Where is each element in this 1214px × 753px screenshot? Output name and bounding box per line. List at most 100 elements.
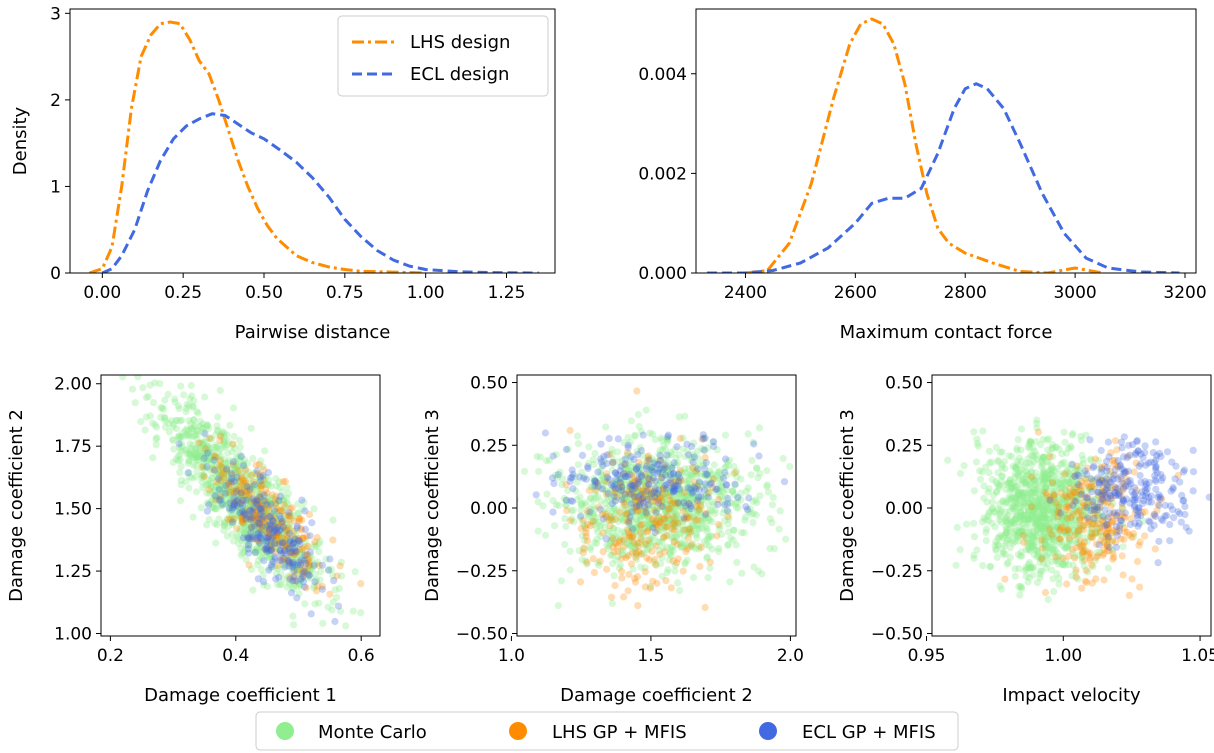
point: [284, 489, 293, 497]
point: [662, 518, 670, 526]
point: [305, 510, 314, 519]
point: [690, 495, 698, 503]
point: [618, 456, 626, 464]
point: [592, 478, 600, 486]
point: [1152, 456, 1160, 464]
point: [291, 577, 299, 585]
point: [602, 535, 610, 543]
point: [279, 534, 287, 542]
point: [659, 533, 668, 541]
point: [727, 534, 735, 542]
point: [211, 505, 219, 513]
point: [744, 430, 752, 438]
point: [616, 508, 624, 516]
point: [311, 542, 319, 551]
point: [664, 505, 672, 513]
point: [254, 524, 262, 532]
point: [175, 405, 183, 413]
point: [255, 500, 263, 509]
point: [672, 480, 680, 488]
point: [1063, 464, 1071, 472]
point: [627, 537, 635, 545]
point: [1079, 459, 1087, 467]
point: [245, 510, 253, 519]
point: [221, 519, 229, 527]
point: [185, 449, 193, 457]
point: [694, 507, 702, 515]
point: [276, 538, 284, 546]
point: [668, 485, 676, 493]
point: [233, 463, 241, 471]
point: [637, 536, 646, 544]
point: [733, 473, 741, 481]
point: [1042, 524, 1050, 532]
point: [219, 443, 227, 451]
point: [231, 468, 239, 476]
point: [270, 533, 278, 541]
point: [1022, 460, 1030, 468]
point: [280, 539, 288, 548]
point: [1032, 478, 1040, 486]
point: [254, 529, 262, 537]
point: [273, 580, 281, 589]
point: [620, 538, 628, 546]
point: [239, 461, 247, 470]
point: [582, 475, 591, 483]
point: [1091, 496, 1099, 504]
point: [234, 510, 242, 518]
x-tick-label: 1.25: [488, 283, 526, 303]
point: [306, 532, 314, 540]
point: [257, 484, 265, 492]
point: [237, 490, 245, 498]
point: [952, 561, 960, 569]
point: [265, 476, 273, 484]
point: [693, 482, 702, 491]
y-tick-label: 1: [50, 177, 61, 197]
point: [616, 561, 625, 569]
point: [1020, 463, 1029, 471]
point: [1069, 501, 1077, 510]
y-tick-label: −0.25: [871, 562, 923, 582]
point: [567, 474, 575, 482]
point: [669, 516, 677, 525]
point: [294, 548, 302, 556]
point: [621, 491, 629, 499]
point: [1093, 640, 1100, 647]
point: [1098, 476, 1106, 484]
point: [992, 545, 1000, 553]
point: [1029, 497, 1037, 505]
point: [290, 564, 298, 572]
point: [1044, 475, 1052, 483]
point: [1079, 522, 1087, 530]
point: [672, 512, 680, 520]
point: [650, 459, 658, 468]
point: [1072, 465, 1080, 473]
point: [1053, 484, 1061, 492]
point: [307, 574, 315, 582]
point: [681, 507, 690, 515]
point: [944, 456, 952, 464]
point: [1051, 443, 1059, 451]
point: [1108, 529, 1116, 537]
point: [694, 454, 703, 462]
point: [1024, 507, 1033, 515]
point: [1026, 515, 1034, 523]
point: [1104, 564, 1112, 572]
point: [724, 541, 732, 549]
point: [1033, 473, 1041, 481]
point: [673, 523, 682, 531]
point: [1109, 645, 1116, 652]
point: [634, 475, 642, 484]
y-tick-label: 0.50: [885, 374, 923, 394]
point: [1032, 451, 1041, 459]
point: [733, 499, 742, 507]
point: [285, 522, 293, 530]
point: [1087, 503, 1095, 511]
point: [690, 453, 699, 461]
point: [1081, 546, 1089, 554]
point: [169, 436, 177, 444]
point: [640, 485, 648, 493]
point: [1069, 429, 1077, 438]
point: [1057, 521, 1065, 529]
point: [667, 543, 675, 551]
